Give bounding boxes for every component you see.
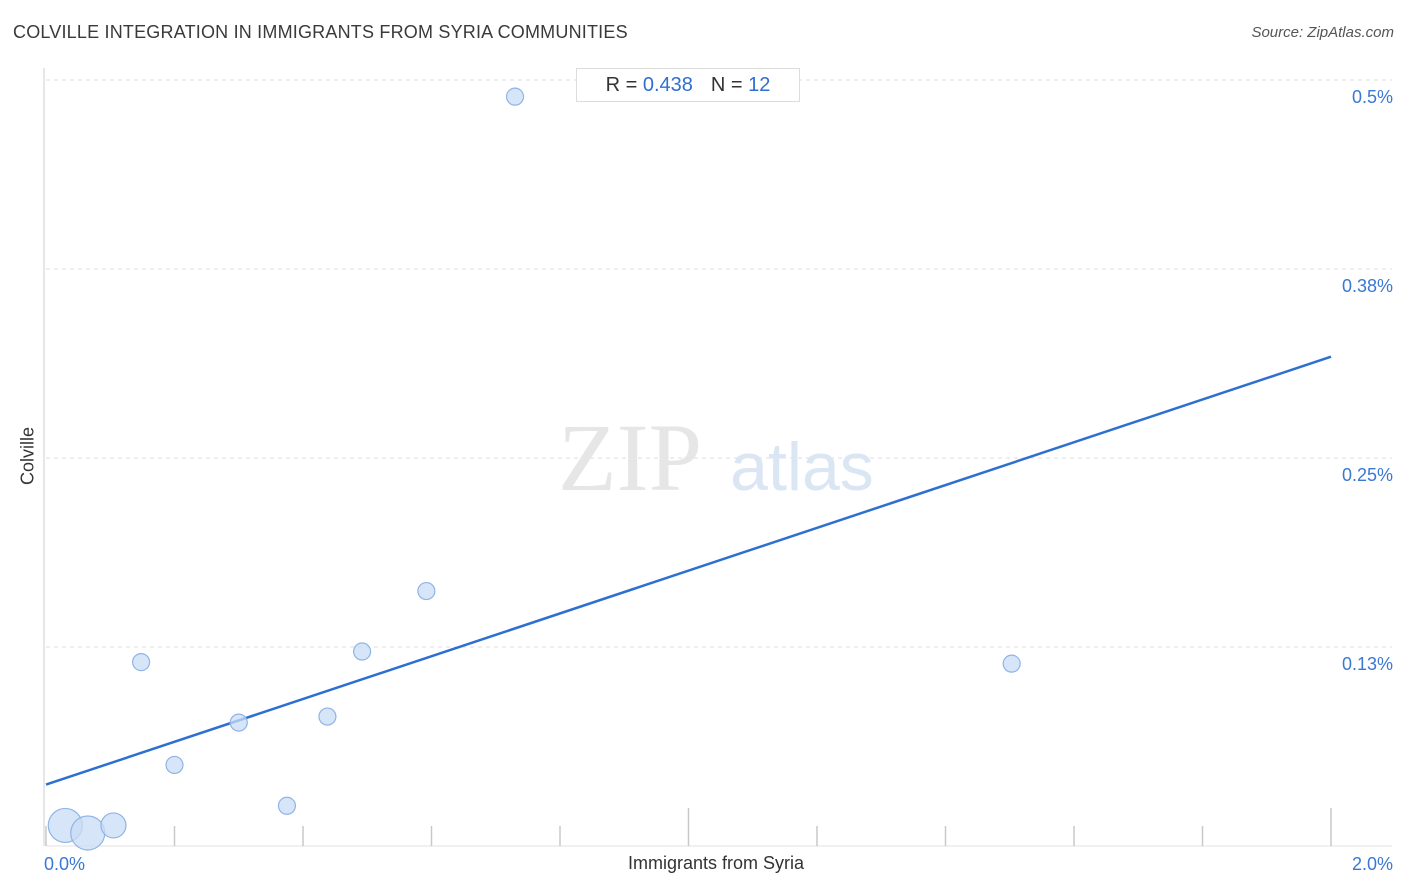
data-point-3 <box>131 653 151 672</box>
source-label: Source: ZipAtlas.com <box>1251 24 1394 41</box>
n-stat: N = 12 <box>711 74 771 97</box>
y-tick-label-1: 0.38% <box>1342 276 1393 296</box>
n-value: 12 <box>748 73 771 96</box>
data-point-10 <box>505 87 525 106</box>
data-point-2 <box>100 812 127 839</box>
data-point-1 <box>70 815 106 851</box>
x-tick-label-1: 2.0% <box>1352 854 1393 874</box>
y-tick-label-2: 0.25% <box>1342 465 1393 485</box>
data-points <box>47 87 1021 851</box>
data-point-9 <box>417 581 436 601</box>
trendline-group <box>45 355 1332 786</box>
trendline <box>45 355 1332 786</box>
r-label: R = <box>605 73 638 96</box>
y-tick-label-0: 0.5% <box>1352 87 1393 107</box>
y-tick-labels: 0.5% 0.38% 0.25% 0.13% <box>1342 87 1393 674</box>
data-point-8 <box>353 642 372 661</box>
data-point-5 <box>229 713 248 732</box>
n-label: N = <box>710 73 743 96</box>
y-axis-label: Colville <box>17 426 38 486</box>
zipatlas-watermark: ZIP atlas <box>558 404 874 511</box>
axes <box>43 68 1392 847</box>
chart-title: COLVILLE INTEGRATION IN IMMIGRANTS FROM … <box>13 22 628 42</box>
correlation-stats-box: R = 0.438 N = 12 <box>576 68 800 102</box>
x-tick-label-0: 0.0% <box>44 854 85 874</box>
r-value: 0.438 <box>642 73 693 96</box>
watermark-atlas: atlas <box>730 429 874 505</box>
data-point-11 <box>1002 654 1021 673</box>
x-tick-labels: 0.0% 2.0% <box>44 854 1393 874</box>
grid-lines <box>46 79 1392 648</box>
y-tick-label-3: 0.13% <box>1342 654 1393 674</box>
r-stat: R = 0.438 <box>606 74 693 97</box>
data-point-4 <box>165 755 184 775</box>
data-point-7 <box>318 707 337 726</box>
data-point-6 <box>277 796 297 815</box>
watermark-zip: ZIP <box>558 404 702 511</box>
x-axis-label: Immigrants from Syria <box>627 853 805 873</box>
